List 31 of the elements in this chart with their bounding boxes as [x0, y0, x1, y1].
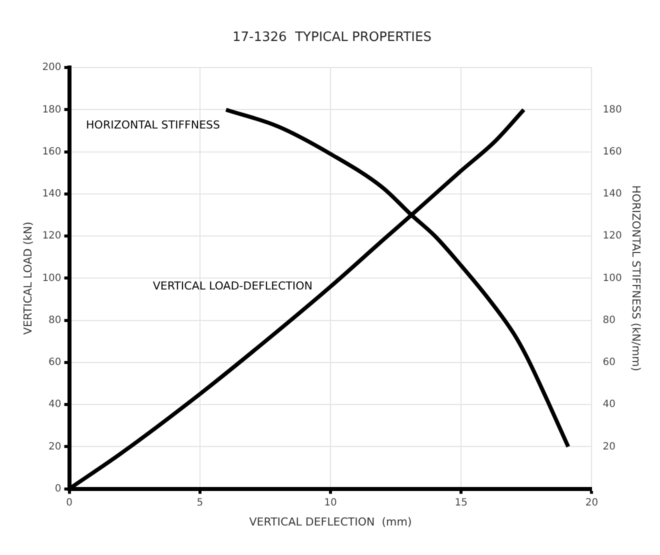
y-tick-label: 100	[42, 272, 62, 284]
y-tick-label: 160	[42, 146, 62, 158]
x-tick-label: 10	[324, 497, 337, 508]
x-tick-label: 5	[196, 497, 204, 508]
y2-tick-label: 180	[602, 104, 622, 116]
y2-tick-label: 40	[602, 399, 616, 410]
y-tick-label: 20	[48, 441, 62, 452]
y-tick-label: 200	[42, 62, 62, 74]
y2-tick-label: 80	[602, 314, 616, 326]
y2-tick-label: 100	[602, 272, 622, 284]
series-label: HORIZONTAL STIFFNESS	[86, 118, 220, 132]
y2-tick-label: 140	[602, 188, 622, 200]
y-axis-title: VERTICAL LOAD (kN)	[21, 222, 34, 335]
x-tick-label: 0	[66, 497, 72, 508]
y2-axis-title: HORIZONTAL STIFFNESS (kN/mm)	[630, 185, 643, 372]
x-axis-title: VERTICAL DEFLECTION (mm)	[249, 515, 412, 528]
y2-tick-label: 160	[602, 146, 622, 158]
y2-tick-label: 60	[602, 357, 616, 368]
y-tick-label: 0	[54, 483, 62, 494]
y-tick-label: 180	[42, 104, 62, 116]
x-tick-label: 20	[585, 497, 598, 508]
y-tick-label: 140	[42, 188, 62, 200]
y-tick-label: 80	[48, 314, 62, 326]
series-label: VERTICAL LOAD-DEFLECTION	[152, 279, 312, 292]
y2-tick-label: 120	[602, 230, 622, 242]
x-tick-label: 15	[454, 497, 468, 508]
y-tick-label: 120	[42, 230, 62, 242]
chart-title: 17-1326 TYPICAL PROPERTIES	[232, 30, 432, 46]
y-tick-label: 60	[48, 357, 62, 368]
y2-tick-label: 20	[602, 441, 616, 452]
y-tick-label: 40	[48, 399, 62, 410]
